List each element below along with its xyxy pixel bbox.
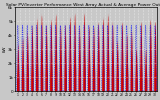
Y-axis label: kW: kW (3, 46, 7, 52)
Title: Solar PV/Inverter Performance West Array Actual & Average Power Output: Solar PV/Inverter Performance West Array… (6, 3, 160, 7)
